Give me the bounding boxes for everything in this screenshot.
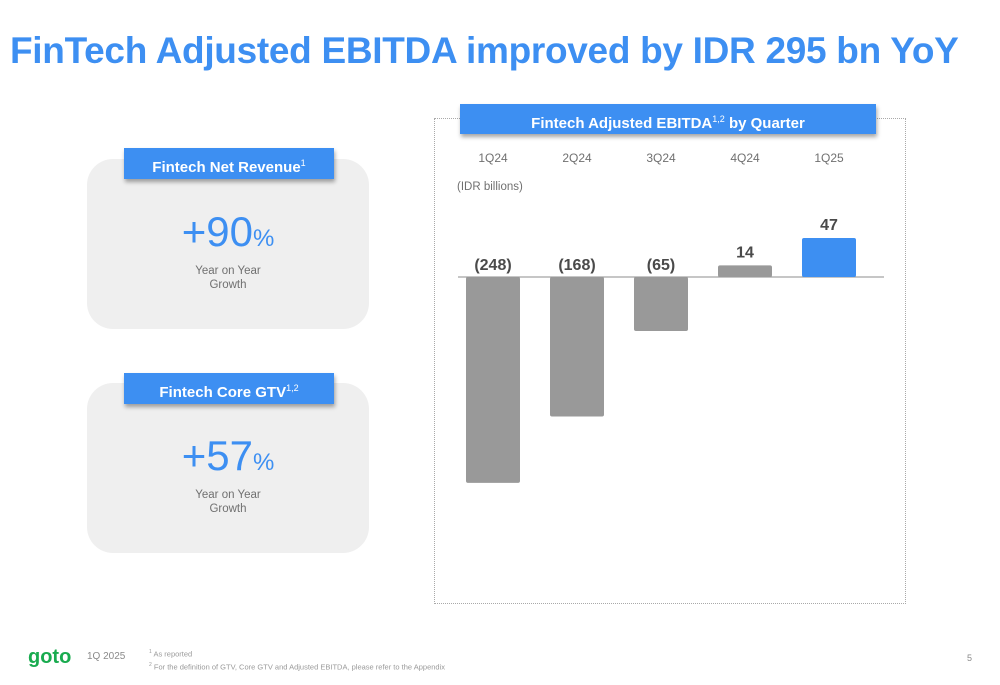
- core-gtv-growth-value: +57%: [181, 432, 275, 479]
- data-label-2q24: (168): [558, 257, 595, 274]
- page-title: FinTech Adjusted EBITDA improved by IDR …: [10, 30, 959, 71]
- footnotes: 1 As reported 2 For the definition of GT…: [149, 649, 446, 671]
- net-revenue-card: +90% Year on Year Growth: [87, 159, 369, 329]
- data-label-4q24: 14: [736, 244, 754, 261]
- category-label-1q24: 1Q24: [478, 151, 508, 165]
- report-period: 1Q 2025: [87, 651, 126, 662]
- core-gtv-growth-label: Year on Year Growth: [195, 489, 261, 515]
- net-revenue-header: Fintech Net Revenue1: [124, 148, 334, 179]
- data-label-3q24: (65): [647, 257, 675, 274]
- data-label-1q24: (248): [474, 257, 511, 274]
- goto-logo-text: goto: [28, 646, 71, 668]
- net-revenue-growth-label: Year on Year Growth: [195, 265, 261, 291]
- bar-1q25: [802, 237, 856, 277]
- bar-3q24: [634, 277, 688, 331]
- category-label-2q24: 2Q24: [562, 151, 592, 165]
- bar-4q24: [718, 265, 772, 277]
- chart-header: Fintech Adjusted EBITDA1,2 by Quarter: [460, 104, 876, 134]
- chart-units-label: (IDR billions): [457, 181, 523, 193]
- page-number: 5: [967, 653, 973, 663]
- category-label-3q24: 3Q24: [646, 151, 676, 165]
- category-label-4q24: 4Q24: [730, 151, 760, 165]
- data-label-1q25: 47: [820, 217, 838, 234]
- category-label-1q25: 1Q25: [814, 151, 844, 165]
- core-gtv-header: Fintech Core GTV1,2: [124, 373, 334, 404]
- bar-2q24: [550, 277, 604, 417]
- goto-logo: goto: [28, 646, 71, 668]
- core-gtv-card: +57% Year on Year Growth: [87, 383, 369, 553]
- net-revenue-growth-value: +90%: [181, 208, 275, 255]
- bar-1q24: [466, 277, 520, 483]
